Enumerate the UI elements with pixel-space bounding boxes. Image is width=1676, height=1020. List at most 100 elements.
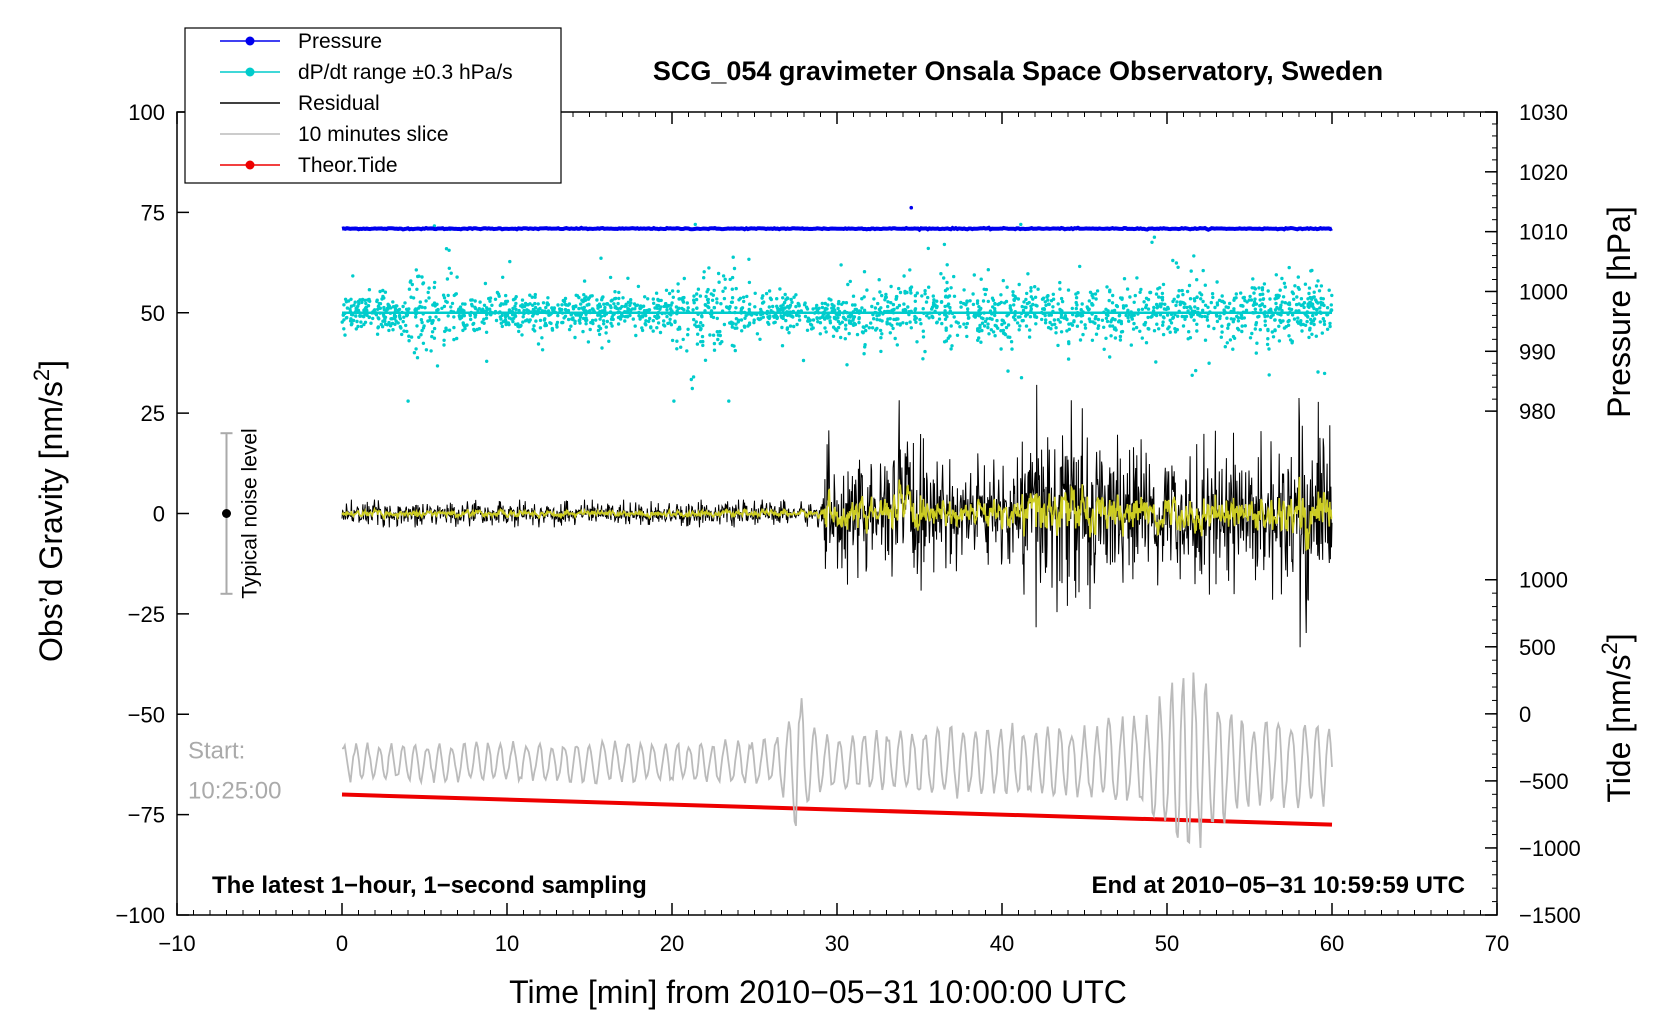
dpdt-point xyxy=(1018,315,1022,319)
dpdt-point xyxy=(980,321,985,325)
dpdt-point xyxy=(414,347,418,351)
dpdt-point xyxy=(646,297,650,301)
x-tick-label: 0 xyxy=(336,931,348,956)
dpdt-point xyxy=(595,298,599,302)
dpdt-point xyxy=(397,313,402,318)
dpdt-point xyxy=(695,306,699,310)
dpdt-point xyxy=(880,332,884,336)
dpdt-point xyxy=(964,325,968,329)
pressure-tick-label: 1010 xyxy=(1519,220,1568,245)
dpdt-point xyxy=(558,308,562,313)
dpdt-point xyxy=(1067,327,1072,331)
dpdt-point xyxy=(1304,313,1308,317)
dpdt-point xyxy=(952,274,956,279)
dpdt-point xyxy=(1162,307,1167,311)
dpdt-point xyxy=(485,359,489,363)
dpdt-point xyxy=(1085,305,1089,309)
dpdt-point xyxy=(1195,295,1199,300)
dpdt-point xyxy=(790,300,794,304)
dpdt-point xyxy=(949,286,953,290)
x-tick-label: 20 xyxy=(660,931,684,956)
dpdt-point xyxy=(621,296,625,300)
dpdt-point xyxy=(972,314,976,318)
dpdt-point xyxy=(1118,334,1123,339)
dpdt-point xyxy=(1188,297,1193,301)
dpdt-point xyxy=(1253,297,1257,301)
dpdt-point xyxy=(441,293,446,297)
dpdt-point xyxy=(797,318,802,322)
dpdt-point xyxy=(1138,290,1142,294)
dpdt-point xyxy=(432,285,436,290)
dpdt-point xyxy=(857,317,861,321)
dpdt-point xyxy=(596,328,601,333)
dpdt-point xyxy=(501,319,506,324)
dpdt-point xyxy=(590,294,594,298)
dpdt-point xyxy=(696,332,700,336)
dpdt-point xyxy=(367,315,371,319)
dpdt-point xyxy=(643,295,647,299)
dpdt-point xyxy=(452,325,456,330)
dpdt-point xyxy=(536,342,541,346)
dpdt-point xyxy=(852,321,857,326)
dpdt-point xyxy=(1146,315,1150,320)
dpdt-point xyxy=(931,315,935,320)
dpdt-point xyxy=(1105,285,1109,289)
dpdt-point xyxy=(786,296,790,301)
dpdt-point xyxy=(415,324,419,328)
dpdt-point xyxy=(836,319,841,324)
dpdt-point xyxy=(1051,305,1055,309)
dpdt-point xyxy=(986,322,990,326)
dpdt-point xyxy=(676,282,680,286)
dpdt-point xyxy=(828,321,833,325)
dpdt-point xyxy=(886,317,890,321)
dpdt-point xyxy=(1267,347,1271,351)
dpdt-point xyxy=(719,302,723,306)
pressure-axis-ticks: 1030 1020 1010 1000 990 980 xyxy=(1485,100,1568,424)
slice-start-label: Start: xyxy=(188,737,245,764)
dpdt-point xyxy=(1215,319,1220,324)
dpdt-point xyxy=(1283,301,1288,305)
dpdt-point xyxy=(1034,322,1038,326)
dpdt-point xyxy=(691,308,695,312)
dpdt-point xyxy=(979,340,983,344)
dpdt-point xyxy=(480,320,484,324)
dpdt-point xyxy=(380,325,385,329)
dpdt-point xyxy=(1079,320,1084,324)
dpdt-point xyxy=(1254,323,1258,327)
dpdt-point xyxy=(1303,282,1308,286)
dpdt-point xyxy=(1132,313,1137,317)
dpdt-point xyxy=(1040,297,1045,301)
dpdt-point xyxy=(836,306,840,311)
dpdt-point xyxy=(796,301,800,306)
dpdt-point xyxy=(1126,308,1130,312)
dpdt-point xyxy=(1193,305,1197,309)
dpdt-point xyxy=(1286,323,1291,327)
y-tick-label: 75 xyxy=(141,200,165,225)
dpdt-point xyxy=(530,295,534,299)
dpdt-point xyxy=(852,315,857,319)
dpdt-point xyxy=(1154,360,1158,364)
dpdt-point xyxy=(600,346,604,350)
dpdt-point xyxy=(421,282,425,286)
dpdt-point xyxy=(1215,280,1219,284)
dpdt-point xyxy=(533,305,538,310)
dpdt-point xyxy=(419,318,424,322)
dpdt-point xyxy=(794,304,798,309)
dpdt-point xyxy=(381,294,385,299)
dpdt-point xyxy=(1292,297,1296,301)
dpdt-point xyxy=(975,301,980,305)
dpdt-point xyxy=(891,302,896,307)
dpdt-point xyxy=(1080,302,1084,306)
dpdt-point xyxy=(631,317,635,321)
dpdt-point xyxy=(1050,323,1054,327)
dpdt-point xyxy=(853,303,857,307)
dpdt-point xyxy=(919,322,923,326)
dpdt-point xyxy=(597,332,602,337)
dpdt-point xyxy=(734,306,738,310)
dpdt-point xyxy=(715,316,719,321)
dpdt-point xyxy=(1203,338,1208,342)
dpdt-point xyxy=(1261,297,1266,301)
dpdt-point xyxy=(879,349,883,354)
dpdt-point xyxy=(914,316,918,320)
dpdt-point xyxy=(343,297,348,301)
